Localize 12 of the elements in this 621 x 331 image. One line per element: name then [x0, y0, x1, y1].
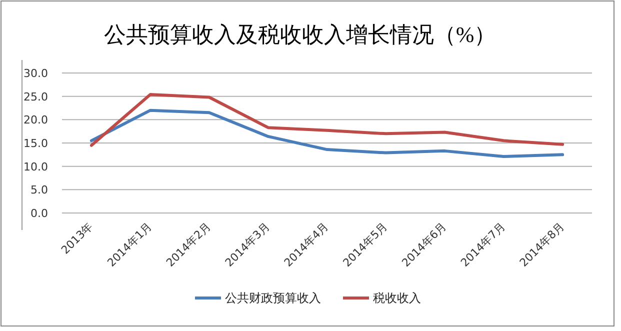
y-tick-label: 30.0	[24, 67, 48, 80]
y-tick-label: 15.0	[24, 137, 48, 150]
y-tick-label: 0.0	[30, 207, 48, 220]
legend-label: 税收收入	[373, 291, 421, 305]
y-tick-label: 10.0	[24, 160, 48, 174]
y-tick-label: 25.0	[24, 90, 48, 104]
y-tick-label: 20.0	[24, 114, 48, 127]
chart-title: 公共预算收入及税收收入增长情况（%）	[104, 22, 496, 47]
y-tick-label: 5.0	[30, 184, 48, 197]
line-series	[90, 108, 564, 158]
line-series	[90, 92, 564, 147]
legend-label: 公共财政预算收入	[225, 291, 321, 305]
